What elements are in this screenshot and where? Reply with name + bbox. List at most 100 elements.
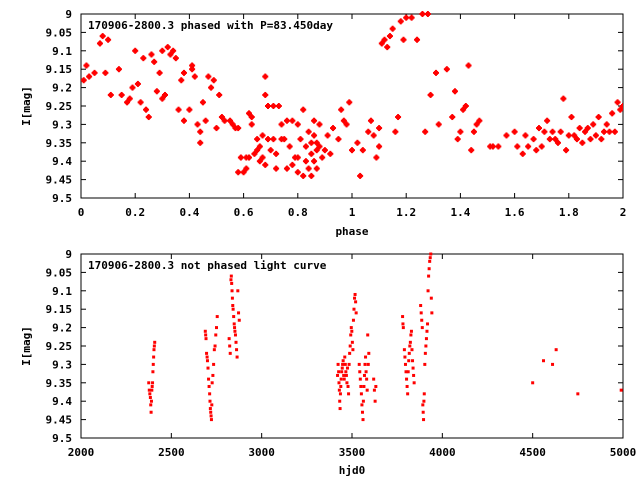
data-point (262, 91, 269, 98)
data-point (235, 355, 239, 359)
data-point (216, 91, 223, 98)
data-point (204, 337, 208, 341)
data-point (327, 150, 334, 157)
data-point (248, 121, 255, 128)
data-point (148, 51, 155, 58)
data-point (419, 304, 423, 308)
data-point (140, 55, 147, 62)
data-point (489, 143, 496, 150)
data-point (590, 121, 597, 128)
data-point (207, 377, 211, 381)
data-point (408, 14, 415, 21)
data-point (283, 165, 290, 172)
data-point (311, 132, 318, 139)
data-point (153, 88, 160, 95)
y-tick-label: 9.5 (52, 432, 72, 445)
data-point (214, 333, 218, 337)
data-point (364, 370, 368, 374)
data-point (373, 154, 380, 161)
data-point (208, 392, 212, 396)
data-point (365, 128, 372, 135)
data-point (522, 132, 529, 139)
phased-light-curve-chart: 0 0.2 0.4 0.6 0.8 1 1.2 1.4 1.6 1.8 2 9 9.05 9.1 9.15 9… (20, 8, 626, 238)
data-point (149, 403, 153, 407)
data-point (212, 362, 216, 366)
data-point (337, 370, 341, 374)
x-tick-label: 2 (620, 206, 627, 219)
y-tick-label: 9.35 (46, 137, 73, 150)
x-tick-label: 2500 (158, 446, 185, 459)
data-point (408, 340, 412, 344)
data-point (353, 292, 357, 296)
data-point (611, 128, 618, 135)
data-point (156, 69, 163, 76)
data-point (152, 355, 156, 359)
data-point (568, 114, 575, 121)
y-tick-label: 9.1 (52, 285, 72, 298)
data-point (366, 362, 370, 366)
data-point (151, 58, 158, 65)
data-point (338, 407, 342, 411)
data-point (210, 381, 214, 385)
data-point (209, 414, 213, 418)
data-point (259, 154, 266, 161)
data-point (348, 351, 352, 355)
data-point (209, 418, 213, 422)
data-point (359, 384, 363, 388)
data-point (237, 311, 241, 315)
data-point (395, 114, 402, 121)
data-point (404, 370, 408, 374)
data-point (530, 136, 537, 143)
x-axis-title: phase (335, 225, 368, 238)
data-point (476, 117, 483, 124)
data-point (549, 128, 556, 135)
data-point (428, 256, 432, 260)
data-point (392, 128, 399, 135)
data-point (118, 91, 125, 98)
data-point (587, 136, 594, 143)
data-point (592, 132, 599, 139)
data-point (262, 161, 269, 168)
data-point (342, 373, 346, 377)
data-point (215, 315, 219, 319)
y-tick-label: 9.4 (52, 155, 72, 168)
data-point (595, 114, 602, 121)
data-point (210, 403, 214, 407)
data-point (167, 51, 174, 58)
data-point (403, 362, 407, 366)
data-point (503, 132, 510, 139)
data-point (229, 121, 236, 128)
chart-title: 170906-2800.3 not phased light curve (88, 259, 327, 272)
data-point (172, 55, 179, 62)
data-point (389, 25, 396, 32)
data-point (215, 326, 218, 330)
data-point (259, 132, 266, 139)
data-point (423, 351, 427, 355)
data-point (324, 132, 331, 139)
data-point (91, 69, 98, 76)
x-tick-label: 3000 (248, 446, 275, 459)
data-point (191, 73, 198, 80)
data-point (231, 307, 235, 311)
data-point (208, 407, 212, 411)
data-point (105, 36, 112, 43)
data-point (151, 381, 155, 385)
unphased-light-curve-chart: 2000 2500 3000 3500 4000 4500 5000 9 9.05 9.1 9.15… (20, 248, 636, 477)
data-point (372, 377, 376, 381)
x-tick-label: 1.4 (450, 206, 470, 219)
data-point (495, 143, 502, 150)
x-tick-label: 5000 (610, 446, 637, 459)
data-point (338, 106, 345, 113)
data-point (229, 274, 233, 278)
data-series (147, 252, 623, 422)
data-point (194, 121, 201, 128)
data-point (343, 362, 347, 366)
data-point (159, 95, 166, 102)
data-point (408, 344, 412, 348)
data-point (357, 172, 364, 179)
data-point (213, 125, 220, 132)
data-point (178, 77, 185, 84)
data-point (350, 329, 354, 333)
data-point (81, 77, 87, 84)
data-point (347, 392, 351, 396)
